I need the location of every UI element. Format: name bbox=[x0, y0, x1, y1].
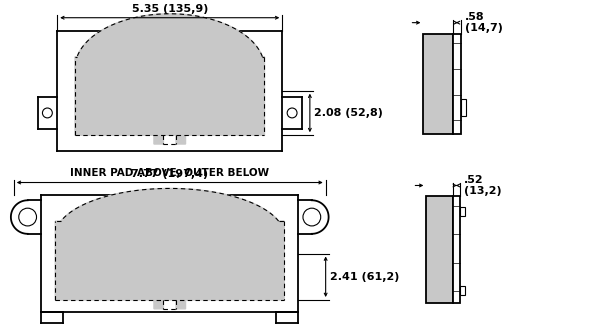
Bar bbox=[460, 207, 465, 216]
Text: .52
(13,2): .52 (13,2) bbox=[464, 175, 502, 196]
Bar bbox=[460, 286, 465, 295]
Bar bbox=[453, 196, 460, 303]
Polygon shape bbox=[55, 188, 284, 309]
Text: 2.41 (61,2): 2.41 (61,2) bbox=[329, 272, 399, 282]
Text: .58
(14,7): .58 (14,7) bbox=[465, 12, 503, 34]
Text: 7.77 (197,4): 7.77 (197,4) bbox=[131, 169, 208, 179]
Text: INNER PAD ABOVE, OUTER BELOW: INNER PAD ABOVE, OUTER BELOW bbox=[70, 168, 269, 178]
Bar bbox=[424, 34, 453, 134]
Bar bbox=[461, 99, 466, 116]
Bar bbox=[453, 34, 461, 134]
Polygon shape bbox=[75, 14, 265, 144]
Text: 2.08 (52,8): 2.08 (52,8) bbox=[314, 108, 383, 118]
Text: 5.35 (135,9): 5.35 (135,9) bbox=[131, 4, 208, 14]
Bar bbox=[427, 196, 453, 303]
